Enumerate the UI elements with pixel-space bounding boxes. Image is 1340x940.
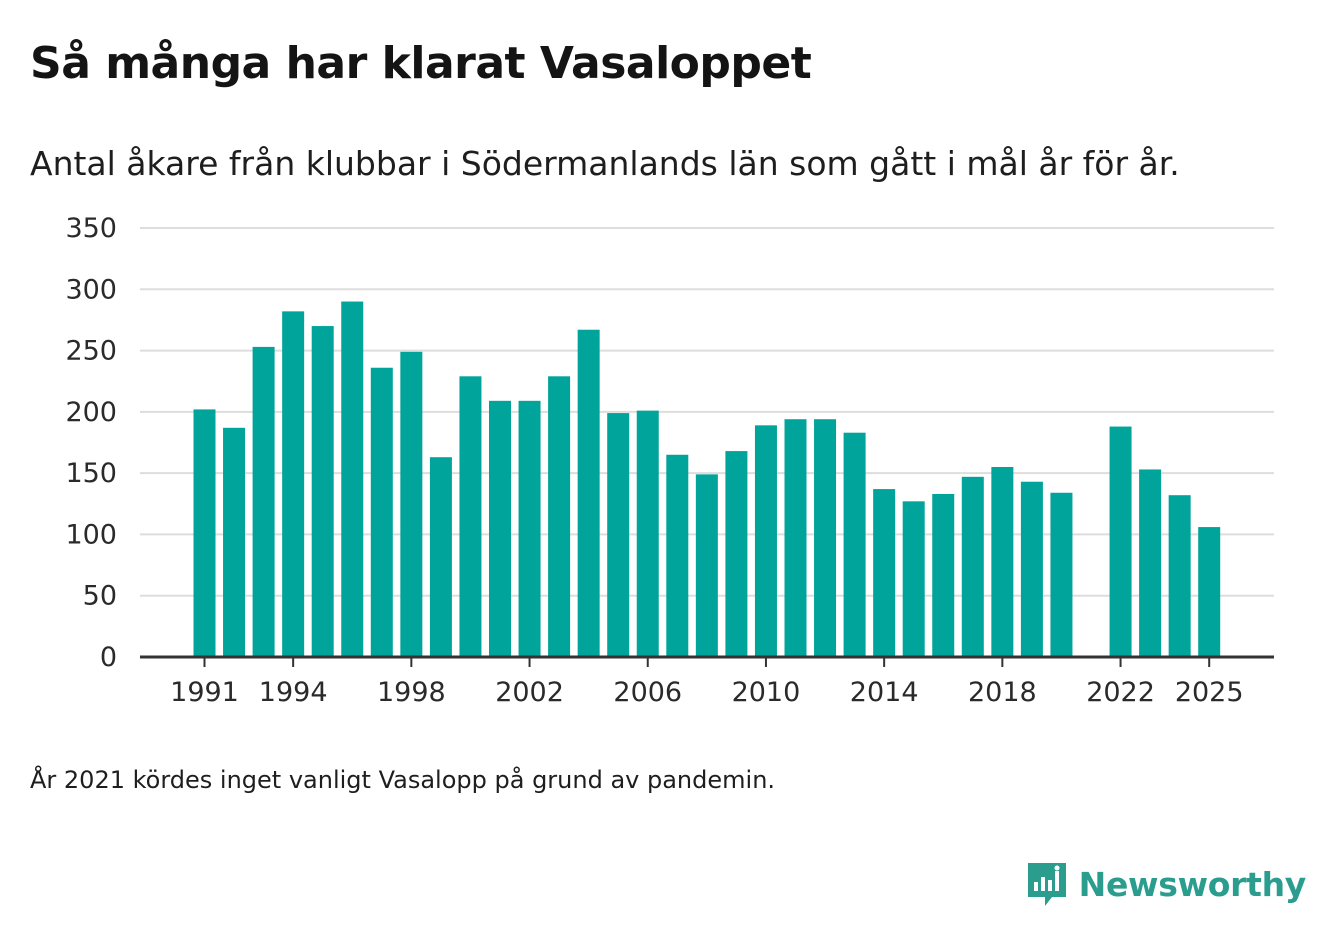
bar-2018 xyxy=(991,467,1014,657)
y-tick-label: 100 xyxy=(65,519,117,550)
bar-2006 xyxy=(636,410,659,657)
brand-name: Newsworthy xyxy=(1078,864,1307,904)
bar-2002 xyxy=(518,400,541,657)
bar-2014 xyxy=(873,489,896,657)
newsworthy-logo-icon xyxy=(1027,863,1066,906)
bar-2003 xyxy=(548,376,571,657)
bar-2011 xyxy=(784,419,807,657)
footnote: År 2021 kördes inget vanligt Vasalopp på… xyxy=(30,766,776,794)
y-tick-label: 150 xyxy=(65,458,117,489)
x-tick-label: 2010 xyxy=(732,677,801,708)
y-tick-label: 300 xyxy=(65,274,117,305)
x-tick-label: 2025 xyxy=(1175,677,1244,708)
bar-1998 xyxy=(400,351,423,657)
bar-chart: 0 50 100 150 200 250 300 350 1991 1994 1998 2002 20… xyxy=(65,213,1274,708)
bar-1994 xyxy=(282,311,305,657)
bar-2001 xyxy=(489,400,511,657)
y-tick-label: 350 xyxy=(65,213,117,244)
bar-2025 xyxy=(1198,527,1221,657)
bar-2012 xyxy=(814,419,837,657)
x-tick-label: 1998 xyxy=(377,677,446,708)
y-tick-label: 50 xyxy=(83,581,117,612)
bar-2020 xyxy=(1050,492,1073,657)
bar-2016 xyxy=(932,493,955,657)
bar-1992 xyxy=(223,427,246,657)
chart-title: Så många har klarat Vasaloppet xyxy=(30,38,812,89)
bar-2000 xyxy=(459,376,482,657)
bar-2013 xyxy=(843,432,866,657)
bar-2022 xyxy=(1109,426,1132,657)
bar-2008 xyxy=(695,474,718,657)
bars xyxy=(193,301,1221,657)
bar-2009 xyxy=(725,451,748,657)
bar-1999 xyxy=(429,457,452,657)
y-axis-tick-labels: 0 50 100 150 200 250 300 350 xyxy=(65,213,117,673)
bar-2017 xyxy=(961,476,984,657)
x-tick-label: 1994 xyxy=(259,677,328,708)
bar-2010 xyxy=(754,425,777,657)
x-tick-label: 2014 xyxy=(850,677,919,708)
x-tick-label: 2018 xyxy=(968,677,1037,708)
bar-1993 xyxy=(252,346,275,657)
bar-2019 xyxy=(1020,481,1043,657)
x-tick-label: 1991 xyxy=(170,677,239,708)
y-tick-label: 200 xyxy=(65,397,117,428)
chart-subtitle: Antal åkare från klubbar i Södermanlands… xyxy=(30,144,1180,183)
x-tick-label: 2022 xyxy=(1086,677,1155,708)
bar-2005 xyxy=(607,413,630,657)
bar-2007 xyxy=(666,454,689,657)
y-tick-label: 250 xyxy=(65,336,117,367)
brand-logo: Newsworthy xyxy=(1025,860,1306,908)
y-tick-label: 0 xyxy=(100,642,117,673)
x-tick-label: 2006 xyxy=(613,677,682,708)
bar-2015 xyxy=(902,501,925,657)
x-tick-label: 2002 xyxy=(495,677,564,708)
bar-1997 xyxy=(370,367,393,657)
bar-2024 xyxy=(1168,495,1191,657)
bar-1995 xyxy=(311,326,334,657)
bar-2023 xyxy=(1139,469,1162,657)
x-axis-tick-labels: 1991 1994 1998 2002 2006 2010 2014 2018 2022 2025 xyxy=(170,657,1244,708)
bar-1991 xyxy=(193,409,216,657)
bar-2004 xyxy=(577,329,600,657)
bar-1996 xyxy=(341,301,364,657)
